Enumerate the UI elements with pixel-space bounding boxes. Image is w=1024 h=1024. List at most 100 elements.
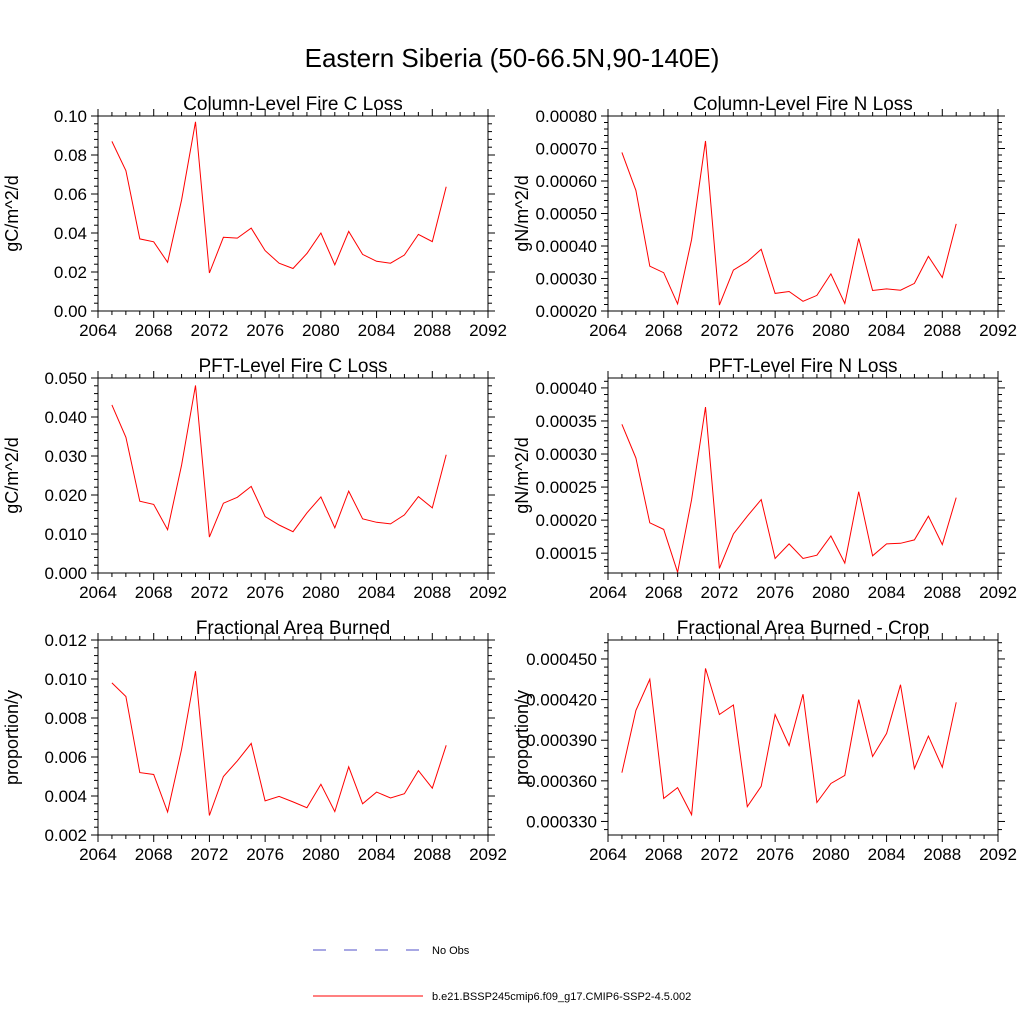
x-tick-label: 2064 xyxy=(589,583,627,602)
y-tick-label: 0.000450 xyxy=(526,650,597,669)
x-tick-label: 2076 xyxy=(246,321,284,340)
y-tick-label: 0.012 xyxy=(44,631,87,650)
x-tick-label: 2084 xyxy=(358,321,396,340)
x-tick-label: 2080 xyxy=(302,845,340,864)
y-tick-label: 0.010 xyxy=(44,525,87,544)
x-tick-label: 2072 xyxy=(191,321,229,340)
legend-label-model: b.e21.BSSP245cmip6.f09_g17.CMIP6-SSP2-4.… xyxy=(432,991,691,1003)
panel-title: PFT-Level Fire N Loss xyxy=(709,356,898,377)
x-tick-label: 2064 xyxy=(589,845,627,864)
x-tick-label: 2092 xyxy=(469,845,507,864)
panels: Column-Level Fire C Loss 2064 2068 2072 2076… xyxy=(2,94,1017,864)
x-tick-label: 2068 xyxy=(135,583,173,602)
x-tick-label: 2088 xyxy=(413,321,451,340)
y-tick-label: 0.00050 xyxy=(536,205,597,224)
y-tick-label: 0.000390 xyxy=(526,731,597,750)
panel-title: Fractional Area Burned xyxy=(196,618,390,639)
y-tick-label: 0.00040 xyxy=(536,237,597,256)
chart-panel-4: PFT-Level Fire N Loss 2064 2068 2072 2076 208… xyxy=(512,356,1017,602)
x-tick-label: 2068 xyxy=(645,583,683,602)
y-tick-label: 0.010 xyxy=(44,670,87,689)
x-tick-label: 2088 xyxy=(923,583,961,602)
plot-frame xyxy=(97,639,489,836)
x-tick-label: 2084 xyxy=(868,845,906,864)
x-tick-label: 2072 xyxy=(701,583,739,602)
x-tick-label: 2084 xyxy=(358,845,396,864)
y-tick-label: 0.10 xyxy=(54,107,87,126)
x-tick-label: 2064 xyxy=(79,321,117,340)
y-tick-label: 0.000420 xyxy=(526,691,597,710)
y-tick-label: 0.00 xyxy=(54,302,87,321)
y-tick-label: 0.040 xyxy=(44,408,87,427)
x-tick-label: 2072 xyxy=(191,845,229,864)
plot-frame xyxy=(607,115,999,312)
y-tick-label: 0.004 xyxy=(44,787,87,806)
y-tick-label: 0.00070 xyxy=(536,140,597,159)
x-tick-label: 2084 xyxy=(868,321,906,340)
x-tick-label: 2072 xyxy=(701,321,739,340)
x-tick-label: 2092 xyxy=(979,845,1017,864)
x-tick-label: 2088 xyxy=(413,583,451,602)
series-line xyxy=(621,668,957,817)
y-tick-label: 0.00040 xyxy=(536,379,597,398)
y-tick-label: 0.030 xyxy=(44,447,87,466)
x-tick-label: 2068 xyxy=(645,845,683,864)
series-line xyxy=(111,385,447,538)
plot-frame xyxy=(607,639,999,836)
y-tick-label: 0.000 xyxy=(44,564,87,583)
panel-title: Column-Level Fire C Loss xyxy=(183,94,403,115)
x-tick-label: 2072 xyxy=(191,583,229,602)
y-tick-label: 0.06 xyxy=(54,185,87,204)
x-tick-label: 2072 xyxy=(701,845,739,864)
x-tick-label: 2076 xyxy=(756,583,794,602)
y-tick-label: 0.006 xyxy=(44,748,87,767)
y-tick-label: 0.008 xyxy=(44,709,87,728)
chart-panel-1: Column-Level Fire C Loss 2064 2068 2072 2076… xyxy=(2,94,507,340)
y-axis-label: proportion/y xyxy=(512,690,532,785)
series-line xyxy=(111,671,447,816)
x-tick-label: 2088 xyxy=(923,845,961,864)
series-line xyxy=(111,121,447,274)
y-tick-label: 0.00025 xyxy=(536,478,597,497)
x-tick-label: 2076 xyxy=(246,583,284,602)
chart-panel-3: PFT-Level Fire C Loss 2064 2068 2072 2076 208… xyxy=(2,356,507,602)
y-axis-label: gC/m^2/d xyxy=(2,175,22,251)
x-tick-label: 2084 xyxy=(868,583,906,602)
y-axis-label: gN/m^2/d xyxy=(512,175,532,251)
y-tick-label: 0.000330 xyxy=(526,812,597,831)
chart-panel-2: Column-Level Fire N Loss 2064 2068 2072 2076… xyxy=(512,94,1017,340)
x-tick-label: 2076 xyxy=(246,845,284,864)
series-line xyxy=(621,407,957,573)
series-line xyxy=(621,140,957,306)
y-axis-label: proportion/y xyxy=(2,690,22,785)
y-tick-label: 0.08 xyxy=(54,146,87,165)
x-tick-label: 2068 xyxy=(135,845,173,864)
y-tick-label: 0.00030 xyxy=(536,445,597,464)
plot-frame xyxy=(97,115,489,312)
y-tick-label: 0.00060 xyxy=(536,172,597,191)
y-tick-label: 0.02 xyxy=(54,263,87,282)
y-axis-label: gN/m^2/d xyxy=(512,437,532,513)
x-tick-label: 2064 xyxy=(79,583,117,602)
x-tick-label: 2080 xyxy=(302,583,340,602)
x-tick-label: 2080 xyxy=(812,845,850,864)
chart-panel-6: Fractional Area Burned - Crop 2064 2068 207… xyxy=(512,618,1017,864)
x-tick-label: 2080 xyxy=(302,321,340,340)
y-tick-label: 0.00030 xyxy=(536,270,597,289)
x-tick-label: 2088 xyxy=(923,321,961,340)
y-tick-label: 0.04 xyxy=(54,224,87,243)
plot-frame xyxy=(97,377,489,574)
y-tick-label: 0.00015 xyxy=(536,544,597,563)
y-tick-label: 0.002 xyxy=(44,826,87,845)
x-tick-label: 2076 xyxy=(756,845,794,864)
x-tick-label: 2092 xyxy=(469,321,507,340)
x-tick-label: 2080 xyxy=(812,321,850,340)
panel-title: PFT-Level Fire C Loss xyxy=(199,356,388,377)
y-tick-label: 0.00020 xyxy=(536,302,597,321)
panel-title: Column-Level Fire N Loss xyxy=(693,94,913,115)
x-tick-label: 2076 xyxy=(756,321,794,340)
x-tick-label: 2068 xyxy=(645,321,683,340)
x-tick-label: 2092 xyxy=(979,321,1017,340)
y-tick-label: 0.00080 xyxy=(536,107,597,126)
